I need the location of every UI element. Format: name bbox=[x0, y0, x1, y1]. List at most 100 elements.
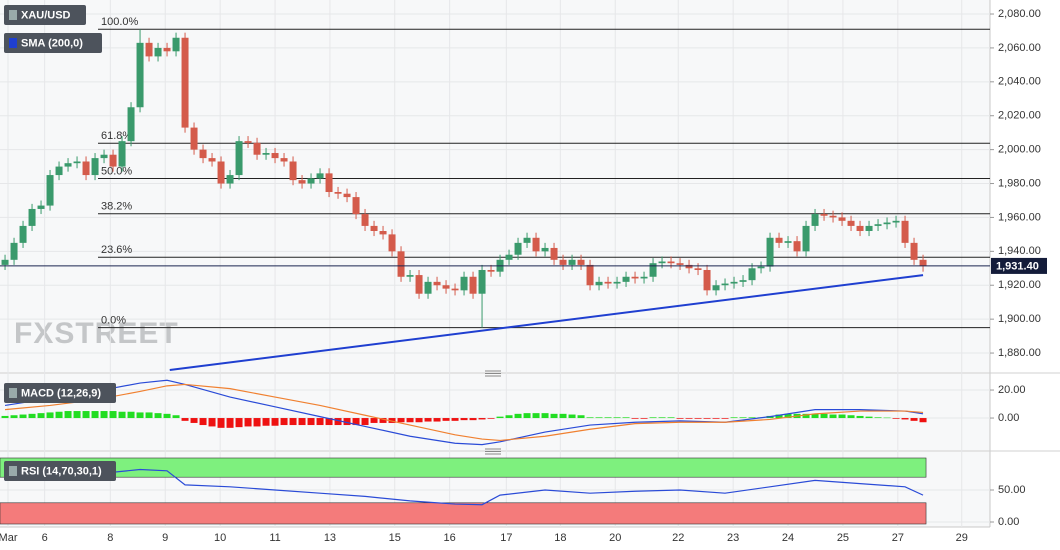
candle-body bbox=[55, 166, 63, 176]
histogram-bar bbox=[352, 418, 360, 426]
x-tick-label: 10 bbox=[214, 532, 226, 544]
legend-icon bbox=[9, 10, 17, 20]
candle-body bbox=[694, 268, 702, 270]
histogram-bar bbox=[361, 418, 369, 426]
histogram-bar bbox=[460, 418, 468, 421]
candle-body bbox=[577, 259, 585, 265]
histogram-bar bbox=[838, 414, 846, 419]
candle-body bbox=[271, 153, 279, 159]
histogram-bar bbox=[163, 413, 171, 419]
y-tick-label: 1,880.00 bbox=[998, 347, 1041, 359]
candle-body bbox=[46, 175, 54, 206]
histogram-bar bbox=[874, 417, 882, 419]
candle-body bbox=[550, 247, 558, 260]
last-price-label: 1,931.40 bbox=[996, 260, 1039, 272]
histogram-bar bbox=[559, 413, 567, 419]
x-tick-label: 8 bbox=[107, 532, 113, 544]
histogram-bar bbox=[811, 413, 819, 419]
x-tick-label: 25 bbox=[837, 532, 849, 544]
candle-body bbox=[757, 266, 765, 269]
histogram-bar bbox=[604, 417, 612, 419]
fibonacci-label: 50.0% bbox=[101, 165, 132, 177]
candle-body bbox=[352, 197, 360, 215]
histogram-bar bbox=[622, 417, 630, 419]
candle-body bbox=[388, 234, 396, 252]
histogram-bar bbox=[658, 417, 666, 419]
histogram-bar bbox=[28, 413, 36, 419]
candle-body bbox=[874, 224, 882, 226]
histogram-bar bbox=[856, 415, 864, 419]
y-tick-label: 1,980.00 bbox=[998, 177, 1041, 189]
candle-body bbox=[568, 259, 576, 265]
candle-body bbox=[919, 259, 927, 266]
candle-body bbox=[442, 285, 450, 289]
candle-body bbox=[775, 237, 783, 243]
panel-title: RSI (14,70,30,1) bbox=[21, 465, 102, 477]
candle-body bbox=[361, 214, 369, 226]
indicator-line bbox=[4, 379, 924, 446]
candle-body bbox=[811, 214, 819, 226]
y-tick-label: 2,080.00 bbox=[998, 8, 1041, 20]
histogram-bar bbox=[325, 418, 333, 426]
histogram-bar bbox=[568, 414, 576, 419]
y-tick-label: 1,900.00 bbox=[998, 313, 1041, 325]
histogram-bar bbox=[172, 415, 180, 419]
candle-body bbox=[595, 281, 603, 286]
histogram-bar bbox=[694, 418, 702, 419]
candle-body bbox=[118, 141, 126, 167]
legend-title: XAU/USD bbox=[21, 9, 71, 21]
candle-body bbox=[109, 154, 117, 167]
histogram-bar bbox=[55, 411, 63, 419]
histogram-bar bbox=[109, 411, 117, 419]
candle-body bbox=[721, 283, 729, 286]
candle-body bbox=[451, 288, 459, 291]
candle-body bbox=[478, 269, 486, 294]
y-tick-label: 1,920.00 bbox=[998, 279, 1041, 291]
indicator-line bbox=[4, 468, 924, 506]
last-price-box bbox=[991, 257, 1047, 274]
histogram-bar bbox=[577, 415, 585, 419]
candle-body bbox=[856, 225, 864, 231]
candle-body bbox=[766, 237, 774, 267]
y-tick-label: 20.00 bbox=[998, 384, 1026, 396]
candle-body bbox=[469, 276, 477, 294]
candle-body bbox=[298, 180, 306, 184]
candle-body bbox=[559, 259, 567, 265]
candle-body bbox=[343, 193, 351, 198]
candle-body bbox=[244, 141, 252, 143]
candle-body bbox=[424, 281, 432, 294]
histogram-bar bbox=[334, 418, 342, 426]
candle-body bbox=[748, 268, 756, 281]
histogram-bar bbox=[82, 411, 90, 419]
candle-body bbox=[253, 142, 261, 155]
candle-body bbox=[280, 158, 288, 162]
histogram-bar bbox=[91, 411, 99, 419]
histogram-bar bbox=[748, 417, 756, 419]
candle-body bbox=[181, 37, 189, 128]
histogram-bar bbox=[379, 418, 387, 423]
candle-body bbox=[235, 141, 243, 176]
candle-body bbox=[28, 208, 36, 226]
candle-body bbox=[730, 281, 738, 284]
fibonacci-label: 100.0% bbox=[101, 16, 139, 28]
legend-icon bbox=[9, 388, 17, 398]
candle-body bbox=[10, 242, 18, 260]
candle-body bbox=[910, 242, 918, 260]
histogram-bar bbox=[739, 417, 747, 419]
candle-body bbox=[586, 264, 594, 286]
x-tick-label: 18 bbox=[554, 532, 566, 544]
histogram-bar bbox=[487, 418, 495, 419]
candle-body bbox=[622, 276, 630, 282]
candle-body bbox=[883, 222, 891, 225]
histogram-bar bbox=[721, 418, 729, 419]
candle-body bbox=[901, 220, 909, 243]
candle-body bbox=[262, 153, 270, 155]
candle-body bbox=[667, 261, 675, 264]
x-tick-label: 16 bbox=[444, 532, 456, 544]
x-tick-label: 29 bbox=[956, 532, 968, 544]
resize-handle[interactable] bbox=[485, 370, 501, 455]
x-tick-label: 13 bbox=[324, 532, 336, 544]
candle-body bbox=[433, 281, 441, 286]
histogram-bar bbox=[910, 418, 918, 421]
legend-icon bbox=[9, 466, 17, 476]
